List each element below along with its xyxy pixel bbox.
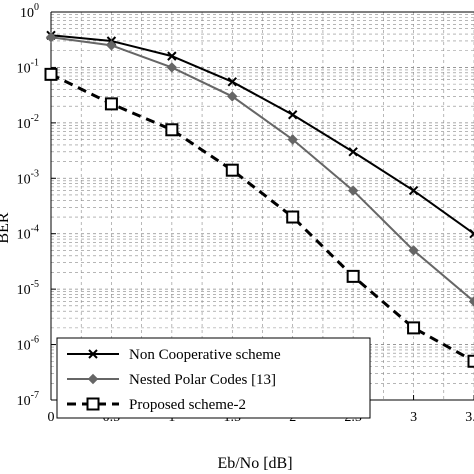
data-point-diamond-marker — [468, 296, 474, 307]
data-point-square-marker — [407, 321, 421, 335]
data-point-diamond-marker — [408, 245, 419, 256]
data-point-x-marker — [288, 110, 298, 120]
legend: Non Cooperative scheme Nested Polar Codes… — [56, 337, 371, 419]
data-point-square-marker — [225, 163, 239, 177]
data-point-square-marker — [104, 97, 118, 111]
y-tick-label: 10-7 — [17, 390, 39, 409]
data-point-x-marker — [167, 51, 177, 61]
data-point-x-marker — [227, 77, 237, 87]
data-point-diamond-marker — [347, 185, 359, 196]
series-3 — [44, 67, 474, 368]
y-tick-label: 10-6 — [17, 335, 39, 354]
series-line — [50, 73, 474, 363]
data-point-diamond-marker — [45, 32, 57, 43]
data-point-x-marker — [408, 185, 419, 196]
y-tick-label: 10-1 — [17, 57, 39, 76]
y-axis-label: BER — [0, 212, 12, 243]
data-point-square-marker — [86, 397, 100, 411]
legend-label: Non Cooperative scheme — [129, 347, 281, 363]
legend-label: Nested Polar Codes [13] — [129, 372, 276, 388]
series-line — [50, 36, 474, 303]
data-point-square-marker — [346, 269, 360, 283]
legend-label: Proposed scheme-2 — [129, 397, 246, 413]
y-tick-label: 100 — [20, 2, 39, 21]
data-point-square-marker — [467, 354, 474, 368]
x-tick-label: 0 — [48, 410, 55, 425]
x-tick-label: 3 — [410, 410, 417, 425]
data-point-x-marker — [469, 229, 474, 239]
y-tick-label: 10-3 — [17, 168, 39, 187]
x-axis-label: Eb/No [dB] — [217, 455, 292, 472]
data-series — [44, 30, 474, 368]
data-point-diamond-marker — [87, 373, 99, 385]
data-point-diamond-marker — [166, 62, 178, 73]
data-point-square-marker — [44, 67, 58, 81]
data-point-diamond-marker — [106, 40, 117, 51]
y-tick-labels: 100 10-1 10-2 10-3 10-4 10-5 10-6 10-7 — [17, 2, 39, 409]
data-point-x-marker — [88, 349, 98, 359]
data-point-diamond-marker — [287, 134, 298, 145]
data-point-diamond-marker — [227, 91, 238, 102]
grid-lines — [51, 12, 474, 401]
data-point-x-marker — [348, 147, 358, 157]
series-1 — [46, 30, 474, 239]
y-tick-label: 10-2 — [17, 113, 39, 132]
series-2 — [45, 32, 474, 307]
y-tick-label: 10-4 — [17, 224, 39, 243]
series-line — [50, 34, 474, 235]
y-tick-label: 10-5 — [17, 279, 39, 298]
data-point-square-marker — [165, 123, 179, 137]
data-point-square-marker — [286, 210, 300, 224]
x-tick-label: 3.5 — [465, 410, 474, 425]
